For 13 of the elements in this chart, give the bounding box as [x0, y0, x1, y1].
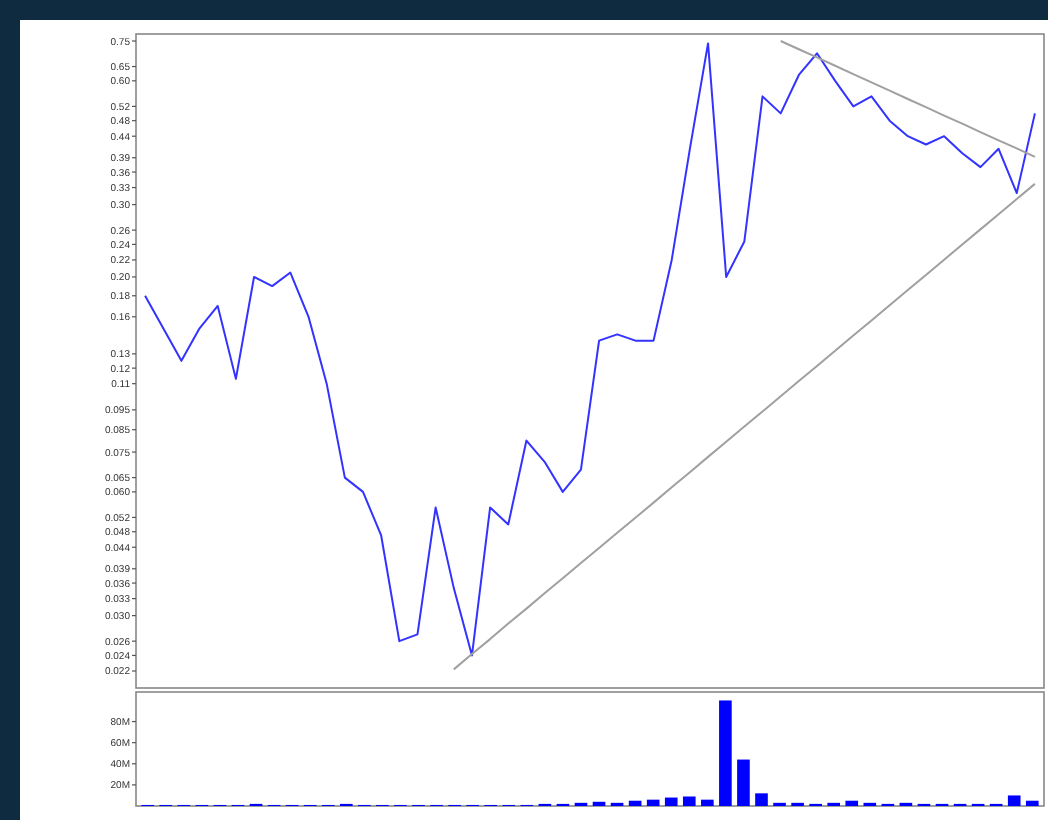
bar [682, 796, 696, 806]
bar [664, 797, 678, 806]
bar [646, 799, 660, 806]
bar [845, 800, 859, 806]
bar [1025, 800, 1039, 806]
line-series [452, 182, 1036, 671]
bar [719, 700, 732, 806]
bar [755, 793, 768, 806]
line-series [779, 40, 1036, 158]
bar [1007, 795, 1021, 806]
bar [628, 800, 642, 806]
bar [701, 799, 714, 806]
bar [737, 759, 750, 806]
